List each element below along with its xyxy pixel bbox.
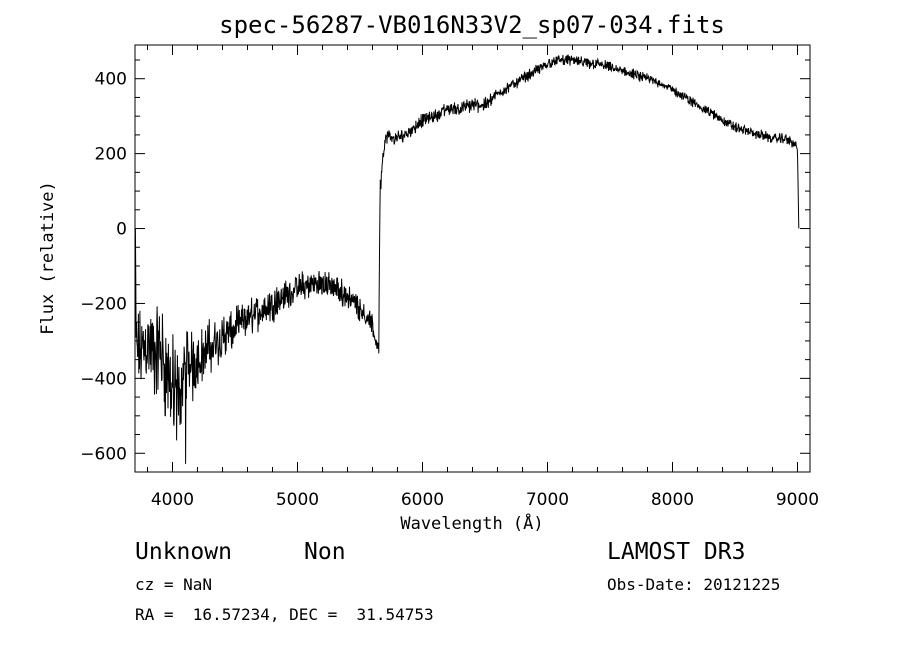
- x-tick-label: 9000: [776, 490, 819, 510]
- coordinates: RA = 16.57234, DEC = 31.54753: [135, 605, 434, 624]
- object-subclass: Non: [304, 539, 346, 565]
- x-tick-label: 7000: [526, 490, 569, 510]
- y-tick-label: 0: [116, 220, 127, 240]
- y-tick-label: −400: [80, 369, 127, 389]
- observation-date: Obs-Date: 20121225: [607, 575, 780, 594]
- y-tick-label: 200: [95, 145, 127, 165]
- x-tick-label: 8000: [651, 490, 694, 510]
- spectrum-series-line: [134, 54, 800, 464]
- x-tick-label: 6000: [401, 490, 444, 510]
- y-tick-labels: −600 −400 −200 0 200 400: [80, 70, 127, 465]
- survey-name: LAMOST DR3: [607, 539, 745, 565]
- axis-ticks: [135, 45, 810, 472]
- x-tick-label: 5000: [276, 490, 319, 510]
- chart-title: spec-56287-VB016N33V2_sp07-034.fits: [219, 11, 725, 39]
- y-axis-label: Flux (relative): [38, 181, 58, 335]
- y-tick-label: −200: [80, 294, 127, 314]
- y-tick-label: 400: [95, 70, 127, 90]
- object-class: Unknown: [135, 539, 232, 565]
- redshift-cz: cz = NaN: [135, 575, 212, 594]
- y-tick-label: −600: [80, 444, 127, 464]
- x-tick-label: 4000: [151, 490, 194, 510]
- x-axis-label: Wavelength (Å): [400, 512, 543, 534]
- x-tick-labels: 4000 5000 6000 7000 8000 9000: [151, 490, 819, 510]
